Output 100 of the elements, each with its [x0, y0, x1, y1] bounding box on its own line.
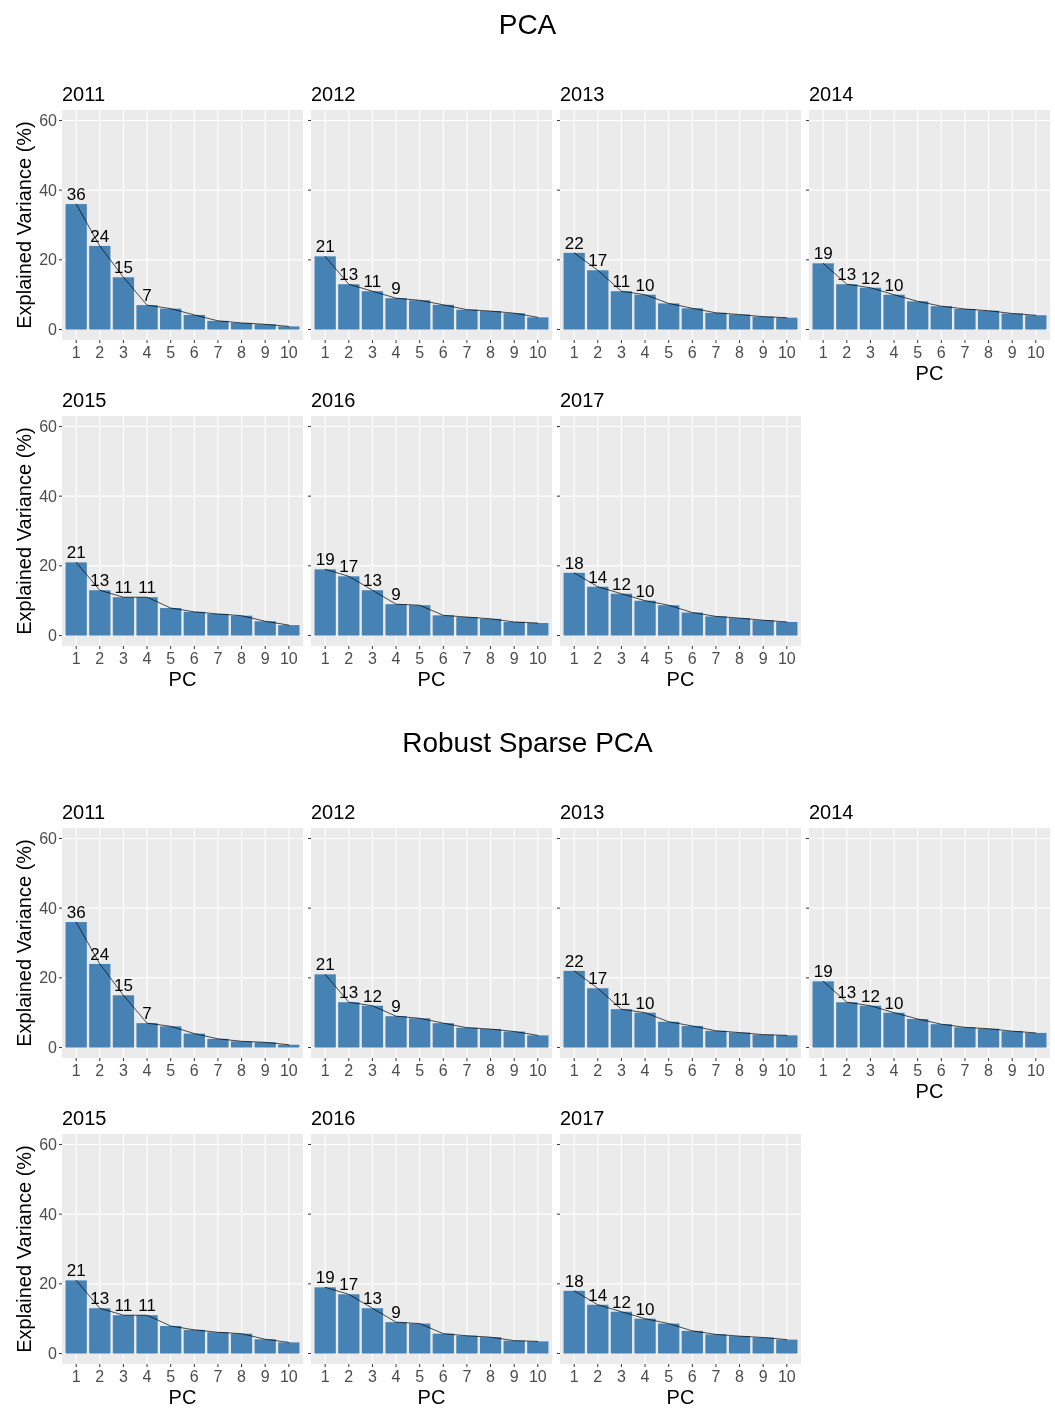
x-tick-label: 9: [509, 1368, 519, 1385]
bar: [752, 620, 774, 636]
bar: [681, 1025, 703, 1048]
bar: [1025, 1032, 1047, 1048]
x-tick-label: 10: [528, 650, 547, 667]
y-axis-title: Explained Variance (%): [13, 839, 35, 1047]
data-label: 14: [588, 1285, 608, 1305]
chart-title: 2017: [560, 1107, 605, 1129]
bar: [479, 311, 502, 330]
x-tick-label: 10: [777, 1368, 796, 1385]
data-label: 12: [362, 986, 382, 1006]
x-tick-label: 7: [213, 1062, 223, 1079]
bar: [836, 1002, 858, 1048]
y-tick-label: 20: [39, 969, 58, 987]
x-tick-label: 9: [758, 650, 768, 667]
bar: [278, 625, 300, 636]
bar: [183, 1033, 205, 1048]
x-tick-label: 6: [687, 344, 697, 361]
y-axis-title: Explained Variance (%): [13, 1145, 35, 1353]
x-tick-label: 4: [640, 1368, 650, 1385]
bar: [136, 1023, 158, 1048]
bar: [658, 1323, 680, 1354]
bar: [658, 605, 680, 636]
bar: [230, 1041, 253, 1048]
data-label: 19: [315, 1268, 335, 1288]
x-tick-label: 6: [438, 1062, 448, 1079]
data-label: 24: [90, 226, 110, 246]
data-label: 10: [635, 1299, 655, 1319]
bar: [136, 305, 158, 330]
x-tick-label: 10: [528, 344, 547, 361]
bar: [705, 616, 727, 636]
bar: [65, 204, 87, 330]
data-label: 13: [837, 983, 857, 1003]
text: PCA: [498, 9, 557, 40]
y-tick-label: 20: [39, 1275, 58, 1293]
x-tick-label: 8: [237, 1062, 247, 1079]
y-tick-label: 0: [48, 1345, 58, 1363]
bar: [728, 1032, 751, 1048]
bar: [752, 316, 774, 330]
x-tick-label: 2: [344, 1062, 354, 1079]
x-tick-label: 1: [320, 1368, 330, 1385]
x-tick-label: 3: [367, 650, 377, 667]
data-label: 17: [588, 969, 608, 989]
bar: [527, 1035, 549, 1048]
bar: [752, 1034, 774, 1048]
chart-title: 2012: [311, 83, 356, 105]
x-tick-label: 3: [616, 1062, 626, 1079]
x-tick-label: 3: [367, 1368, 377, 1385]
bar: [314, 256, 336, 330]
x-tick-label: 1: [569, 1062, 579, 1079]
x-tick-label: 9: [758, 1062, 768, 1079]
x-tick-label: 10: [279, 1062, 298, 1079]
x-tick-label: 6: [189, 650, 199, 667]
bar: [907, 301, 929, 330]
x-tick-label: 9: [758, 1368, 768, 1385]
bar: [527, 317, 549, 330]
x-tick-label: 5: [664, 344, 674, 361]
data-label: 21: [315, 955, 335, 975]
x-tick-label: 4: [889, 344, 899, 361]
bar: [776, 1035, 798, 1048]
x-tick-label: 3: [118, 1368, 128, 1385]
bar: [230, 322, 253, 330]
bar: [479, 1029, 502, 1048]
x-tick-label: 10: [528, 1368, 547, 1385]
chart-title: 2016: [311, 1107, 356, 1129]
x-tick-label: 6: [936, 344, 946, 361]
data-label: 21: [66, 543, 86, 563]
x-tick-label: 2: [593, 1368, 603, 1385]
data-label: 17: [339, 1275, 359, 1295]
bar: [681, 612, 703, 636]
x-tick-label: 7: [711, 1062, 721, 1079]
bar: [361, 1308, 384, 1354]
bar: [728, 1336, 751, 1354]
x-axis-title: PC: [666, 668, 695, 690]
bar: [587, 586, 609, 636]
x-axis-title: PC: [417, 668, 446, 690]
data-label: 12: [611, 1292, 631, 1312]
bar: [634, 1012, 656, 1048]
x-tick-label: 5: [664, 650, 674, 667]
x-tick-label: 5: [664, 1368, 674, 1385]
chart-title: 2015: [62, 1107, 107, 1129]
x-tick-label: 8: [984, 1062, 994, 1079]
bar: [385, 298, 407, 330]
bar: [456, 309, 478, 330]
x-tick-label: 8: [486, 1062, 496, 1079]
bar: [1001, 1031, 1023, 1048]
data-label: 10: [635, 993, 655, 1013]
x-tick-label: 10: [279, 344, 298, 361]
data-label: 11: [363, 272, 382, 292]
x-tick-label: 8: [735, 1062, 745, 1079]
bar: [1001, 313, 1023, 330]
x-tick-label: 3: [616, 344, 626, 361]
data-label: 10: [884, 275, 904, 295]
data-label: 11: [138, 1296, 156, 1316]
x-tick-label: 1: [320, 344, 330, 361]
x-tick-label: 4: [142, 344, 152, 361]
y-tick-label: 20: [39, 557, 58, 575]
data-label: 18: [564, 553, 584, 573]
bar: [314, 1287, 336, 1354]
bar: [503, 621, 525, 636]
